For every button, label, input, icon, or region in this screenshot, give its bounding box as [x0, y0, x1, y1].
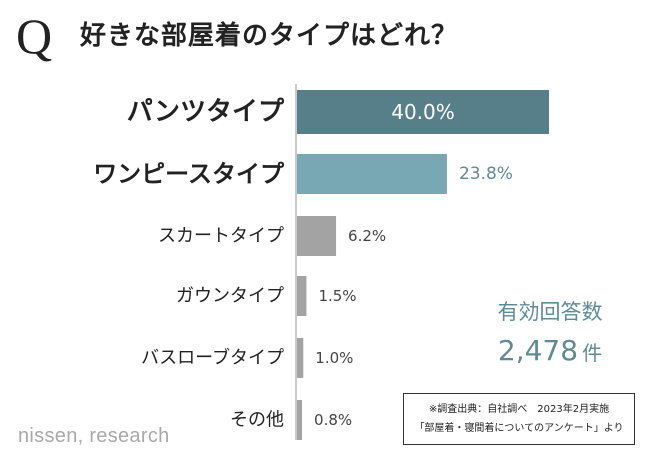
bars-layer: パンツタイプ 40.0% ワンピースタイプ 23.8% スカートタイプ 6.2% ガウンタイ…: [93, 90, 549, 440]
value-label-6: 0.8%: [314, 411, 352, 429]
category-label-3: スカートタイプ: [158, 226, 284, 247]
bar-1: [297, 90, 549, 134]
respondents-count: 2,478 件: [470, 334, 630, 367]
respondents-value: 2,478: [497, 334, 579, 367]
category-label-1: パンツタイプ: [127, 97, 285, 127]
bar-2: [297, 154, 447, 194]
category-label-6: その他: [230, 410, 284, 431]
question-mark-q: Q: [16, 8, 53, 64]
bar-5: [297, 338, 304, 378]
respondents-label: 有効回答数: [497, 300, 603, 324]
source-note-line-2: 「部屋着・寝間着についてのアンケート」より: [414, 423, 624, 434]
nissen-research-logo: nissen, research: [18, 425, 170, 447]
bar-6: [297, 400, 303, 440]
source-note-box: ※調査出典：自社調べ 2023年2月実施 「部屋着・寝間着についてのアンケート」…: [403, 393, 635, 445]
chart-title: 好きな部屋着のタイプはどれ？: [80, 21, 459, 51]
respondents-unit: 件: [582, 341, 603, 365]
category-label-2: ワンピースタイプ: [93, 160, 285, 188]
category-label-4: ガウンタイプ: [176, 286, 284, 307]
value-label-2: 23.8%: [459, 164, 513, 184]
bar-3: [297, 216, 337, 256]
value-label-5: 1.0%: [315, 349, 353, 367]
value-label-4: 1.5%: [318, 287, 356, 305]
source-note-line-1: ※調査出典：自社調べ 2023年2月実施: [428, 404, 610, 415]
category-label-5: バスローブタイプ: [141, 347, 284, 369]
value-label-3: 6.2%: [348, 227, 386, 245]
bar-4: [297, 276, 307, 316]
value-label-1: 40.0%: [391, 100, 455, 124]
